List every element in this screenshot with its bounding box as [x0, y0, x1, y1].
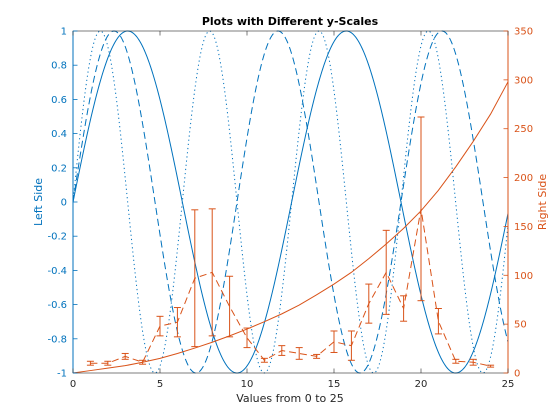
y-left-tick-label: -1	[57, 369, 67, 380]
series-layer	[72, 30, 509, 374]
errorbar-3	[121, 352, 129, 360]
left-series-line-3	[72, 30, 509, 374]
errorbar-5	[156, 315, 164, 337]
errorbar-6	[173, 307, 181, 338]
y-left-tick-label: 0.4	[51, 129, 67, 140]
errorbar-16	[347, 330, 355, 361]
y-right-tick-label: 50	[514, 320, 527, 331]
errorbar-19	[400, 295, 408, 322]
y-axis-left-label: Left Side	[32, 178, 45, 226]
x-tick-label: 15	[328, 379, 341, 390]
chart-title: Plots with Different y-Scales	[202, 15, 379, 28]
errorbar-2	[104, 360, 112, 366]
x-axis-label: Values from 0 to 25	[236, 392, 344, 405]
x-tick-label: 0	[70, 379, 76, 390]
y-left-tick-label: 0.6	[51, 95, 67, 106]
x-tick-label: 10	[241, 379, 254, 390]
right-series-curve	[72, 81, 509, 374]
errorbar-21	[434, 308, 442, 335]
right-errorbar-line	[90, 208, 491, 367]
left-series-line-1	[72, 30, 509, 374]
errorbar-18	[382, 229, 390, 315]
y-right-tick-label: 300	[514, 75, 533, 86]
errorbar-22	[452, 358, 460, 364]
errorbar-17	[365, 283, 373, 324]
y-axis-right-label: Right Side	[536, 174, 549, 230]
y-right-tick-label: 150	[514, 222, 533, 233]
x-tick-label: 5	[157, 379, 163, 390]
errorbar-8	[208, 208, 216, 337]
errorbar-23	[469, 358, 477, 366]
errorbar-9	[226, 275, 234, 338]
y-left-tick-label: 0.2	[51, 163, 67, 174]
errorbar-4	[139, 359, 147, 365]
errorbar-15	[330, 330, 338, 353]
y-left-tick-label: -0.2	[47, 232, 67, 243]
errorbar-24	[487, 364, 495, 368]
y-right-tick-label: 0	[514, 369, 520, 380]
left-series-line-2	[72, 30, 509, 374]
axis-layer: 0 5 10 15 20 25-1-0.8-0.6-0.4-0.200.20.40.60.…	[47, 27, 533, 391]
y-right-tick-label: 250	[514, 124, 533, 135]
y-left-tick-label: 0	[61, 198, 67, 209]
y-right-tick-label: 200	[514, 173, 533, 184]
y-left-tick-label: -0.4	[47, 266, 67, 277]
y-left-tick-label: -0.6	[47, 300, 67, 311]
errorbar-7	[191, 209, 199, 348]
errorbar-1	[86, 360, 94, 366]
y-right-tick-label: 350	[514, 27, 533, 38]
errorbar-12	[278, 345, 286, 356]
errorbar-11	[260, 357, 268, 363]
y-left-tick-label: 1	[61, 27, 67, 38]
x-tick-label: 20	[415, 379, 428, 390]
y-right-tick-label: 100	[514, 271, 533, 282]
errorbar-20	[417, 116, 425, 302]
y-left-tick-label: -0.8	[47, 334, 67, 345]
y-left-tick-label: 0.8	[51, 61, 67, 72]
x-tick-label: 25	[502, 379, 515, 390]
errorbar-13	[295, 347, 303, 360]
errorbar-14	[313, 353, 321, 359]
errorbar-10	[243, 327, 251, 349]
